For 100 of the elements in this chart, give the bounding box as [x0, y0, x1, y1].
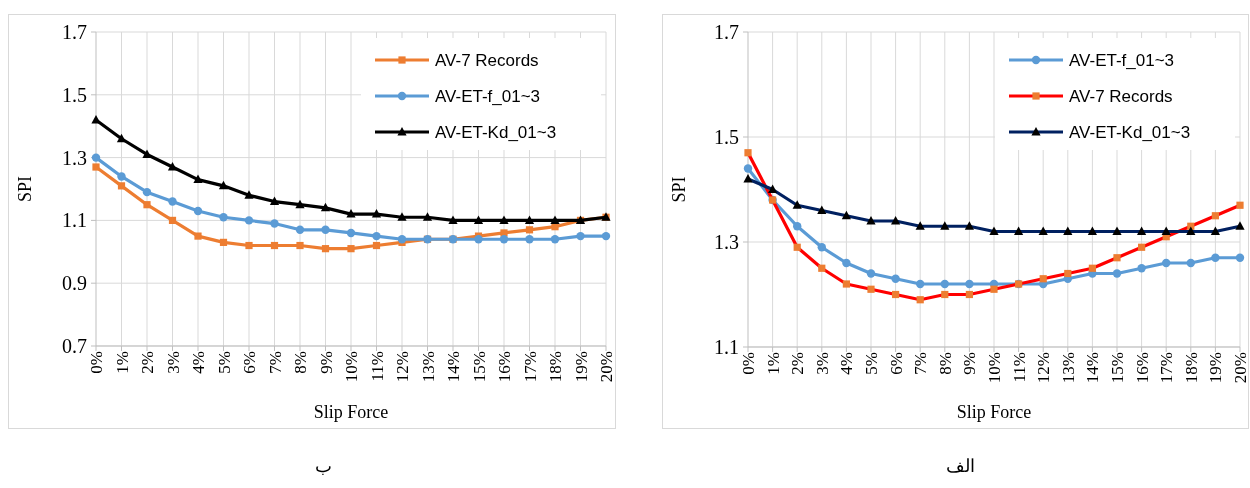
y-axis-title: SPI [15, 175, 35, 203]
point [218, 180, 229, 190]
legend-label: AV-ET-f_01~3 [435, 87, 541, 106]
x-tick-label: 3% [163, 351, 183, 374]
point [347, 245, 355, 253]
point [842, 280, 850, 288]
point [743, 164, 753, 173]
x-tick-label: 15% [469, 351, 489, 383]
x-tick-label: 11% [367, 351, 387, 382]
y-tick-label: 1.1 [714, 336, 739, 358]
x-tick-label: 13% [1058, 352, 1078, 384]
x-tick-label: 11% [1009, 352, 1029, 383]
point [1138, 243, 1146, 251]
x-tick-label: 14% [444, 351, 463, 383]
point [1211, 212, 1219, 220]
point [295, 199, 305, 209]
y-tick-label: 1.3 [62, 146, 87, 169]
x-tick-label: 4% [189, 351, 208, 374]
x-tick-label: 1% [763, 352, 783, 375]
x-tick-label: 2% [138, 351, 157, 374]
x-tick-label: 19% [571, 351, 591, 383]
point [891, 216, 901, 225]
point [321, 225, 330, 235]
point [768, 184, 778, 193]
point [525, 226, 534, 234]
point [1112, 269, 1122, 278]
point [916, 279, 925, 289]
x-tick-label: 9% [316, 351, 336, 374]
x-tick-label: 1% [112, 351, 132, 374]
x-tick-label: 3% [812, 352, 832, 375]
y-tick-label: 0.7 [62, 335, 87, 357]
y-tick-label: 0.9 [62, 272, 87, 295]
x-tick-label: 16% [1132, 352, 1152, 384]
point [422, 212, 433, 221]
y-tick-label: 1.5 [62, 83, 87, 106]
y-axis-title: SPI [669, 176, 689, 203]
point [346, 209, 356, 218]
x-tick-label: 8% [291, 351, 310, 374]
point [91, 153, 101, 162]
x-axis-title: Slip Force [313, 402, 389, 422]
text: ب [314, 456, 332, 476]
x-tick-label: 7% [265, 351, 285, 374]
point [168, 197, 177, 206]
point [891, 274, 900, 283]
point [499, 235, 509, 244]
point [866, 269, 876, 278]
point [1235, 253, 1245, 262]
point [1137, 264, 1146, 273]
point [524, 215, 535, 224]
point [817, 205, 827, 214]
point [1211, 253, 1220, 262]
point [792, 200, 802, 209]
point [1236, 201, 1244, 209]
point [117, 182, 126, 190]
point [270, 219, 279, 228]
point [167, 162, 178, 171]
x-tick-label: 10% [342, 351, 361, 383]
point [1063, 226, 1073, 235]
x-tick-label: 12% [393, 351, 412, 383]
x-tick-label: 0% [739, 352, 758, 375]
legend-label: AV-7 Records [435, 51, 539, 70]
x-tick-label: 2% [788, 352, 808, 375]
point [965, 290, 973, 299]
x-tick-label: 12% [1034, 352, 1054, 384]
point [219, 238, 228, 246]
x-axis-title: Slip Force [956, 402, 1032, 422]
point [1161, 226, 1171, 235]
point [473, 215, 484, 224]
point [866, 216, 876, 225]
point [321, 245, 330, 253]
point [989, 226, 999, 235]
x-tick-label: 17% [520, 351, 540, 383]
y-tick-label: 1.7 [62, 21, 87, 43]
x-tick-label: 15% [1108, 352, 1127, 384]
x-tick-label: 4% [837, 352, 857, 375]
point [940, 279, 949, 289]
point [116, 133, 127, 143]
point [143, 201, 151, 209]
point [1112, 226, 1122, 235]
point [245, 241, 253, 250]
x-tick-label: 8% [935, 352, 955, 375]
point [1186, 258, 1195, 268]
point [990, 285, 998, 293]
y-tick-label: 1.3 [714, 231, 739, 253]
point [576, 231, 585, 241]
x-tick-label: 10% [985, 352, 1004, 384]
point [219, 213, 228, 222]
x-tick-label: 14% [1083, 352, 1103, 384]
x-tick-label: 16% [495, 351, 514, 383]
point [1235, 221, 1245, 230]
x-tick-label: 20% [1231, 352, 1250, 384]
point [842, 258, 851, 268]
point [269, 196, 280, 206]
point [346, 228, 356, 238]
y-tick-label: 1.5 [714, 126, 739, 148]
legend-label: AV-ET-Kd_01~3 [1069, 123, 1191, 142]
point [1088, 264, 1096, 272]
y-tick-label: 1.1 [62, 209, 87, 232]
point [525, 235, 534, 244]
legend-label: AV-ET-f_01~3 [1069, 51, 1175, 70]
